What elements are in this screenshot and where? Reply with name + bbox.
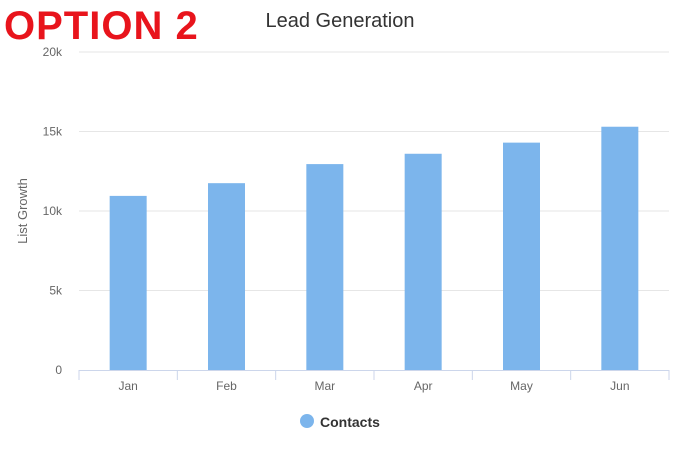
x-tick-label: Jan <box>118 379 137 393</box>
x-tick-label: Apr <box>414 379 433 393</box>
chart-title: Lead Generation <box>265 10 414 32</box>
legend-marker[interactable] <box>300 414 314 428</box>
y-axis-label: List Growth <box>15 178 30 244</box>
bar-jun[interactable] <box>601 126 639 370</box>
bar-may[interactable] <box>503 142 540 370</box>
bar-apr[interactable] <box>404 153 442 370</box>
bar-jan[interactable] <box>109 195 147 370</box>
bar-mar[interactable] <box>306 164 344 370</box>
x-tick-label: May <box>510 379 533 393</box>
bars <box>109 126 639 370</box>
bar-feb[interactable] <box>208 183 245 370</box>
legend-item-contacts[interactable]: Contacts <box>320 414 380 430</box>
y-tick-label: 0 <box>55 363 62 377</box>
y-tick-label: 10k <box>43 204 63 218</box>
x-tick-label: Feb <box>216 379 237 393</box>
y-tick-label: 15k <box>43 125 63 139</box>
option-label: OPTION 2 <box>4 4 199 48</box>
legend[interactable]: Contacts <box>300 414 380 430</box>
y-tick-label: 5k <box>49 284 63 298</box>
x-tick-label: Mar <box>314 379 335 393</box>
y-tick-label: 20k <box>43 45 63 59</box>
gridlines <box>79 51 669 291</box>
x-tick-label: Jun <box>610 379 629 393</box>
y-axis-ticks: 0 5k 10k 15k 20k <box>43 45 63 377</box>
x-axis: Jan Feb Mar Apr May Jun <box>78 370 670 393</box>
